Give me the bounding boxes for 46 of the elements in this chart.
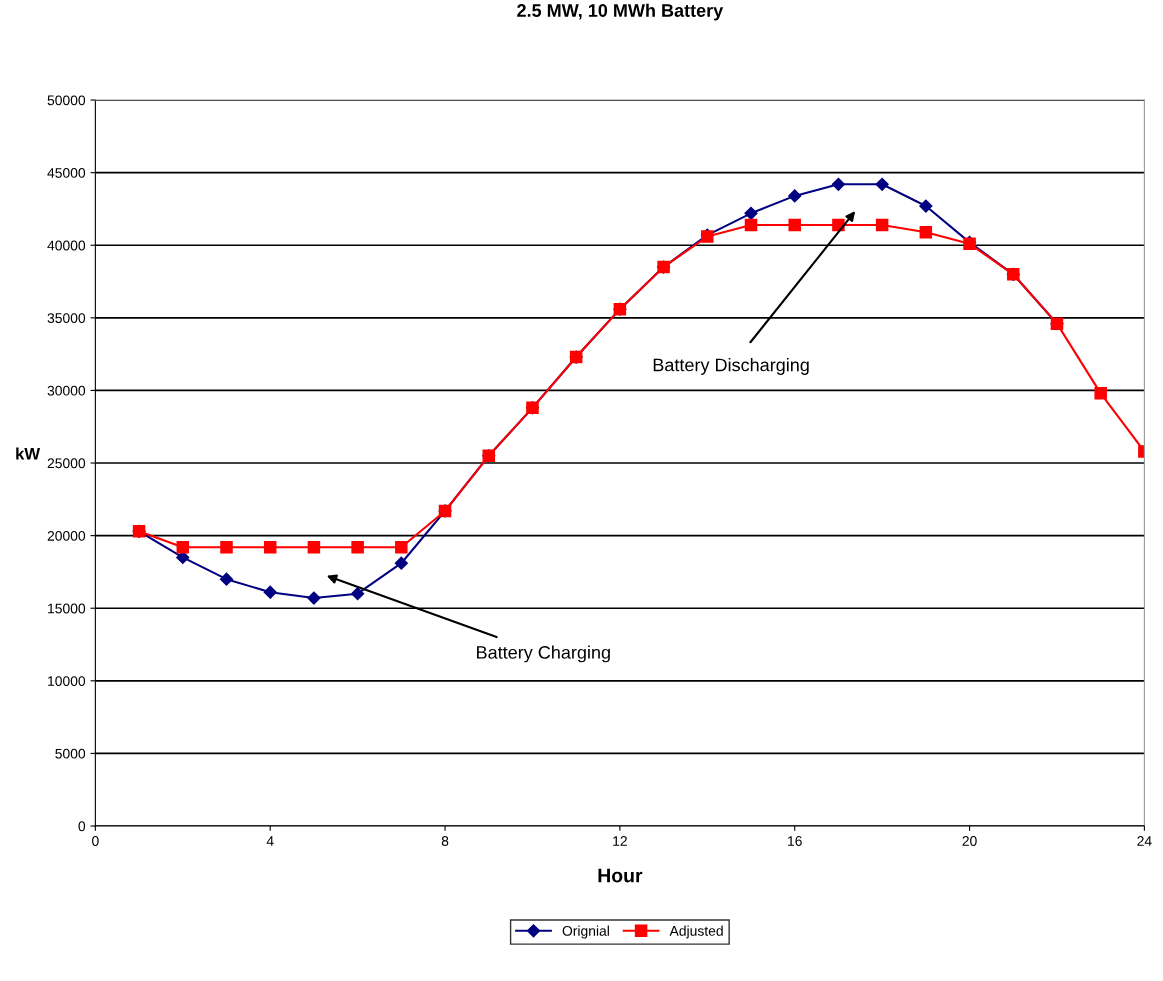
point [744, 218, 758, 232]
legend-label: Orignial [562, 925, 609, 939]
x-tick-label: 24 [1137, 836, 1152, 846]
y-tick-label: 10000 [48, 676, 86, 686]
chart-title: 2.5 MW, 10 MWh Battery [517, 3, 724, 21]
point [263, 540, 277, 554]
point [220, 540, 233, 554]
point [788, 218, 801, 232]
point [176, 540, 190, 554]
point [395, 540, 408, 554]
y-tick-label: 0 [78, 821, 86, 832]
annotation: Battery Charging [477, 645, 610, 663]
point [351, 540, 364, 554]
x-tick-label: 4 [266, 836, 274, 846]
y-tick-label: 20000 [47, 530, 86, 541]
point [875, 177, 889, 191]
point [875, 218, 889, 232]
x-tick-label: 8 [441, 836, 449, 846]
point [394, 556, 408, 570]
x-tick-label: 0 [92, 836, 99, 846]
y-tick-label: 35000 [47, 313, 86, 324]
y-axis-title: kW [16, 447, 41, 460]
point [744, 206, 758, 220]
point [831, 177, 846, 191]
point [307, 540, 321, 554]
x-tick-label: 20 [962, 836, 977, 846]
point [919, 199, 933, 213]
point [919, 225, 933, 239]
y-tick-label: 5000 [55, 748, 86, 759]
annotation: Battery Discharging [653, 358, 809, 375]
y-tick-label: 15000 [48, 603, 86, 614]
y-tick-label: 40000 [47, 240, 86, 251]
point [788, 189, 802, 203]
y-tick-label: 45000 [47, 167, 86, 178]
x-tick-label: 16 [788, 836, 802, 846]
point [1094, 387, 1107, 400]
x-axis-title: Hour [598, 868, 643, 883]
point [219, 572, 234, 586]
point [263, 585, 277, 599]
y-tick-label: 30000 [47, 385, 86, 396]
y-tick-label: 25000 [47, 458, 86, 469]
legend-label: Adjusted [669, 925, 723, 939]
y-tick-label: 50000 [47, 95, 86, 106]
point [307, 591, 321, 605]
x-tick-label: 12 [613, 836, 627, 846]
point [351, 587, 365, 601]
